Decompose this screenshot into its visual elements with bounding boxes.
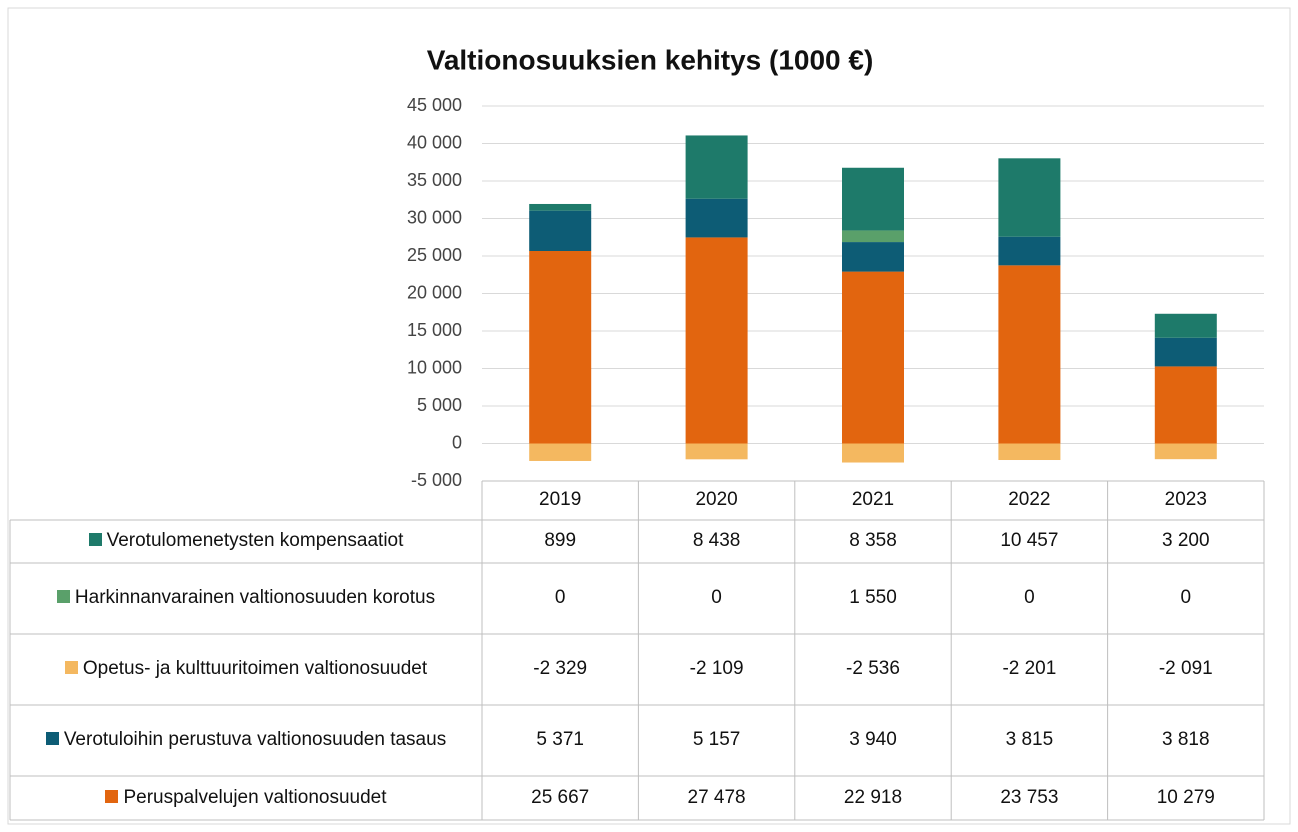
- legend-entry: Opetus- ja kulttuuritoimen valtionosuude…: [10, 634, 482, 705]
- category-label: 2023: [1164, 489, 1207, 511]
- bar-segment: [998, 236, 1061, 266]
- legend-key: [105, 789, 119, 803]
- legend-text-block: Opetus- ja kulttuuritoimen valtionosuude…: [64, 657, 428, 682]
- table-value: 5 157: [692, 729, 741, 751]
- legend-label: Peruspalvelujen valtionosuudet: [123, 786, 387, 808]
- y-tick-label: 20 000: [407, 282, 462, 302]
- legend-label: Verotuloihin perustuva valtionosuuden ta…: [63, 729, 447, 751]
- table-value: -2 201: [1002, 658, 1057, 680]
- table-value: 899: [544, 530, 577, 552]
- category-label: 2021: [851, 489, 895, 511]
- legend-key: [64, 661, 78, 675]
- legend-label: Harkinnanvarainen valtionosuuden korotus: [74, 587, 436, 609]
- table-value: 8 358: [849, 530, 897, 552]
- bar-segment: [685, 443, 748, 460]
- bar-segment: [998, 265, 1061, 444]
- y-tick-label: 45 000: [407, 95, 462, 115]
- y-tick-label: 30 000: [407, 207, 462, 227]
- bar-segment: [529, 443, 592, 461]
- legend-entry: Verotuloihin perustuva valtionosuuden ta…: [10, 705, 482, 776]
- table-value: 1 550: [849, 587, 897, 609]
- bar-segment: [998, 443, 1061, 461]
- table-value: 0: [1180, 587, 1192, 609]
- table-value: -2 109: [689, 658, 744, 680]
- category-label: 2020: [695, 489, 738, 511]
- bar-segment: [685, 135, 748, 199]
- legend-key: [88, 533, 102, 547]
- chart-title: Valtionosuuksien kehitys (1000 €): [427, 44, 874, 75]
- bar-segment: [842, 230, 904, 243]
- table-value: 3 815: [1005, 729, 1054, 751]
- bar-segment: [529, 203, 592, 211]
- bar-segment: [1154, 366, 1217, 444]
- legend-label: Opetus- ja kulttuuritoimen valtionosuude…: [82, 658, 428, 680]
- legend-entry: Harkinnanvarainen valtionosuuden korotus: [10, 563, 482, 634]
- bar-segment: [842, 167, 904, 231]
- table-value: 0: [711, 587, 722, 609]
- bar-segment: [842, 242, 904, 272]
- table-value: 3 818: [1162, 729, 1210, 751]
- bar-segment: [685, 237, 748, 444]
- table-value: 22 918: [843, 786, 903, 808]
- legend-key: [56, 590, 70, 604]
- table-value: 3 200: [1162, 530, 1210, 552]
- bar-segment: [842, 271, 904, 444]
- category-label: 2019: [539, 489, 582, 511]
- table-value: 0: [554, 587, 566, 609]
- legend-entry: Verotulomenetysten kompensaatiot: [10, 520, 482, 563]
- y-tick-label: 0: [452, 432, 462, 452]
- legend-label: Verotulomenetysten kompensaatiot: [106, 530, 404, 552]
- category-label: 2022: [1008, 489, 1051, 511]
- table-value: 0: [1024, 587, 1035, 609]
- table-value: -2 091: [1158, 658, 1213, 680]
- table-value: 27 478: [687, 786, 746, 808]
- bar-segment: [685, 198, 748, 238]
- y-tick-label: 40 000: [407, 132, 462, 152]
- y-tick-label: 25 000: [407, 245, 462, 265]
- table-value: 10 457: [1000, 530, 1059, 552]
- table-value: 23 753: [1000, 786, 1059, 808]
- bar-segment: [1154, 313, 1217, 338]
- bar-segment: [842, 443, 904, 463]
- y-tick-label: 15 000: [407, 320, 462, 340]
- table-value: -2 536: [846, 658, 900, 680]
- table-value: 3 940: [849, 729, 897, 751]
- table-value: 25 667: [531, 786, 590, 808]
- table-value: 8 438: [692, 530, 741, 552]
- bar-segment: [1154, 337, 1217, 367]
- legend-key: [45, 732, 59, 746]
- y-tick-label: 35 000: [407, 170, 462, 190]
- bar-segment: [529, 210, 592, 251]
- table-value: -2 329: [533, 658, 588, 680]
- legend-text-block: Harkinnanvarainen valtionosuuden korotus: [56, 586, 436, 611]
- legend-text-block: Verotuloihin perustuva valtionosuuden ta…: [45, 728, 447, 753]
- bar-segment: [998, 158, 1061, 237]
- legend-text-block: Verotulomenetysten kompensaatiot: [88, 529, 404, 554]
- table-value: 10 279: [1156, 786, 1215, 808]
- y-tick-label: 5 000: [417, 395, 462, 415]
- bar-segment: [529, 250, 592, 444]
- y-tick-label: -5 000: [411, 470, 462, 490]
- y-tick-label: 10 000: [407, 357, 462, 377]
- legend-entry: Peruspalvelujen valtionosuudet: [10, 776, 482, 820]
- bar-segment: [1154, 443, 1217, 460]
- legend-text-block: Peruspalvelujen valtionosuudet: [105, 786, 387, 811]
- table-value: 5 371: [536, 729, 584, 751]
